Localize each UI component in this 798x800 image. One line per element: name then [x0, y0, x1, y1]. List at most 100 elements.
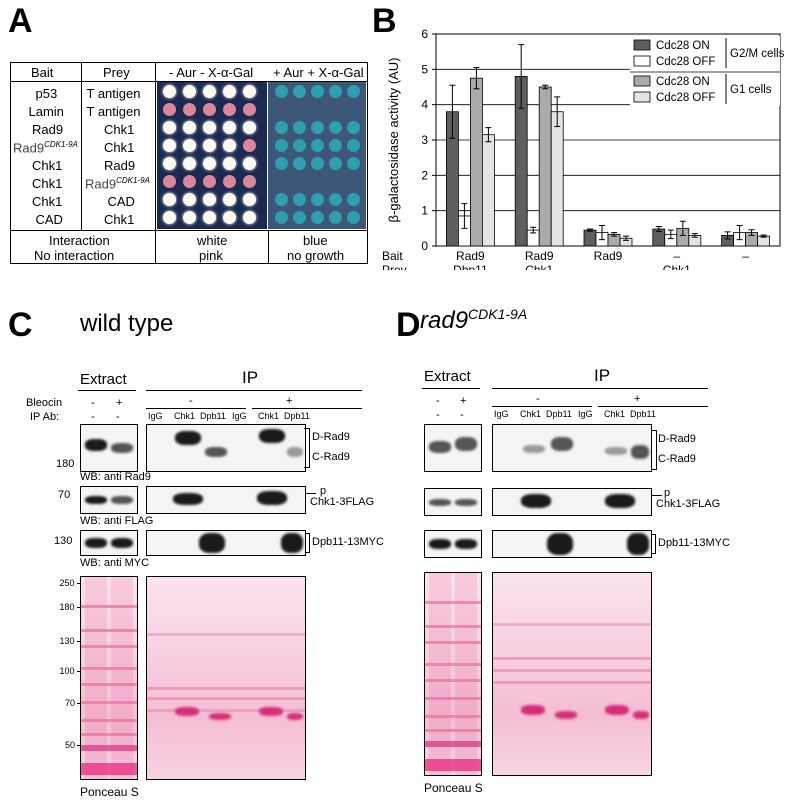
blot-d-flag-extract [424, 488, 482, 516]
prey-main: Rad9 [85, 176, 117, 192]
ipab-minus-2: - [116, 411, 120, 423]
wb-flag-label: WB: anti FLAG [80, 515, 154, 527]
colony-plus-aur [329, 85, 342, 98]
panel-d-letter: D [396, 306, 421, 344]
colony-plus-aur [347, 157, 360, 170]
colony-minus-aur [163, 211, 176, 224]
colony-minus-aur [163, 85, 176, 98]
legend-entry: Cdc28 ON [656, 40, 710, 52]
blot-c-flag-extract [80, 486, 138, 514]
colony-plus-aur [329, 211, 342, 224]
lane-label: Dpb11 [630, 409, 656, 419]
lane-label: IgG [148, 411, 163, 421]
colony-minus-aur [203, 211, 216, 224]
minus-aur-header: - Aur - X-α-Gal [169, 65, 254, 80]
ponceau-mw-label: 250 [59, 578, 75, 588]
colony-minus-aur [203, 103, 216, 116]
colony-plus-aur [293, 139, 306, 152]
legend-blue: blue [303, 233, 328, 248]
bait-cell: Chk1 [32, 176, 63, 191]
wb-rad9-label: WB: anti Rad9 [80, 471, 151, 483]
colony-minus-aur [223, 157, 236, 170]
bait-cell: Rad9CDK1-9A [13, 141, 78, 155]
colony-plus-aur [329, 103, 342, 116]
y-tick-label: 0 [421, 239, 428, 253]
bleocin-minus-ip: - [189, 395, 193, 407]
ip-ab-label-c: IP Ab: [30, 411, 60, 423]
ponceau-c-ip [146, 576, 306, 780]
colony-minus-aur [183, 157, 196, 170]
blot-c-flag-ip [146, 486, 306, 514]
colony-plus-aur [311, 175, 324, 188]
colony-minus-aur [183, 175, 196, 188]
ponceau-mw-label: 180 [59, 602, 75, 612]
colony-minus-aur [163, 139, 176, 152]
bait-row-label: Bait [382, 249, 403, 263]
colony-minus-aur [223, 85, 236, 98]
prey-header: Prey [103, 65, 130, 80]
colony-minus-aur [183, 193, 196, 206]
c-rad9-d: C-Rad9 [658, 453, 696, 465]
colony-plus-aur [347, 85, 360, 98]
prey-cell: Chk1 [104, 122, 135, 137]
bar [583, 229, 597, 247]
d-ipab-minus-2: - [460, 409, 464, 421]
colony-minus-aur [243, 211, 256, 224]
bar [470, 77, 483, 247]
colony-plus-aur [275, 103, 288, 116]
prey-sup: CDK1-9A [116, 176, 150, 185]
y-tick-label: 1 [421, 204, 428, 218]
mw-70-c: 70 [58, 489, 71, 501]
y-tick-label: 2 [421, 168, 428, 182]
extract-label-d: Extract [424, 368, 471, 385]
bait-tick-label: Rad9 [594, 249, 623, 263]
colony-plus-aur [311, 193, 324, 206]
bait-cell: CAD [35, 212, 63, 227]
legend-pink: pink [199, 248, 223, 263]
colony-plus-aur [293, 193, 306, 206]
colony-minus-aur [223, 121, 236, 134]
colony-minus-aur [203, 85, 216, 98]
legend-white: white [197, 233, 228, 248]
mw-180-c: 180 [56, 458, 75, 470]
legend-no-interaction: No interaction [34, 248, 115, 263]
colony-plus-aur [275, 193, 288, 206]
bait-tick-label: Rad9 [456, 249, 485, 263]
y-axis-label: β-galactosidase activity (AU) [386, 58, 401, 223]
ponceau-mw-label: 130 [59, 636, 75, 646]
colony-plus-aur [311, 103, 324, 116]
legend-group-label: G2/M cells [730, 48, 785, 60]
colony-minus-aur [183, 211, 196, 224]
prey-cell: Chk1 [104, 140, 135, 155]
bait-cell: Chk1 [32, 194, 63, 209]
bleocin-minus-extract: - [91, 397, 95, 409]
y-tick-label: 6 [421, 27, 428, 41]
panel-d-title-sup: CDK1-9A [468, 306, 528, 322]
colony-minus-aur [243, 157, 256, 170]
bait-cell: p53 [35, 86, 58, 101]
ponceau-mw-label: 70 [65, 698, 76, 708]
legend-swatch [633, 39, 651, 51]
panel-d-title: rad9CDK1-9A [420, 306, 527, 335]
panel-c-title: wild type [80, 310, 174, 337]
colony-minus-aur [163, 121, 176, 134]
blot-d-myc-ip [492, 530, 652, 558]
colony-plus-aur [329, 193, 342, 206]
blot-d-rad9-extract [424, 424, 482, 472]
legend-swatch [633, 55, 651, 67]
colony-plus-aur [275, 175, 288, 188]
prey-tick-label: – [742, 263, 749, 270]
colony-minus-aur [203, 175, 216, 188]
blot-c-myc-ip [146, 530, 306, 556]
prey-tick-label: Dbp11 [453, 263, 488, 270]
legend-interaction: Interaction [49, 233, 110, 248]
d-bleocin-plus-extract: + [460, 395, 467, 407]
prey-tick-label: – [605, 263, 612, 270]
colony-plus-aur [329, 157, 342, 170]
colony-minus-aur [223, 139, 236, 152]
lane-label: Chk1 [174, 411, 196, 421]
beta-gal-chart: 0 1 2 3 4 5 6 β-galactosidase activity (AU) Rad9… [382, 27, 785, 270]
prey-cell: T antigen [86, 86, 141, 101]
colony-minus-aur [223, 103, 236, 116]
ip-label-c: IP [242, 368, 259, 387]
